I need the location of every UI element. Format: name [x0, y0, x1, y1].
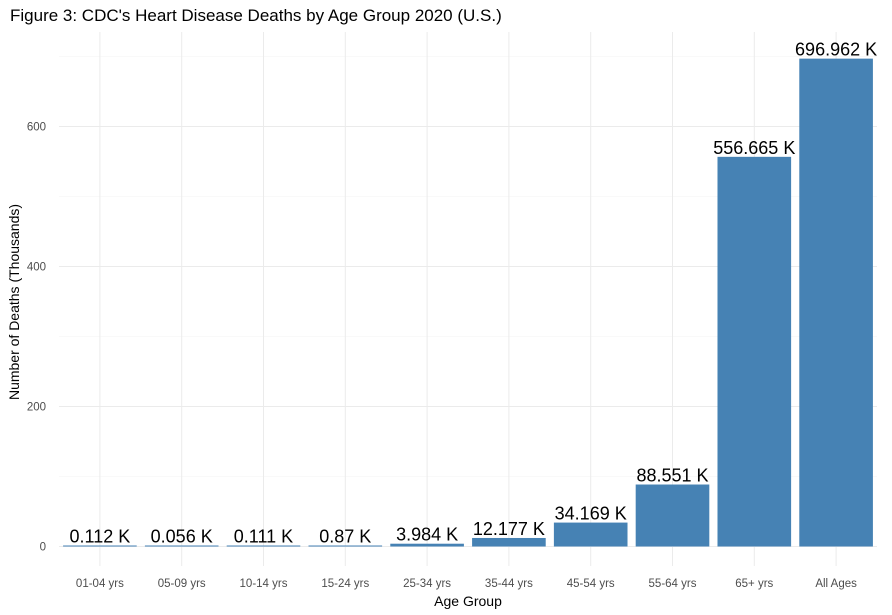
bar	[308, 545, 383, 547]
bar	[799, 58, 873, 547]
bar-data-label: 34.169 K	[555, 504, 627, 524]
bar	[226, 545, 301, 547]
y-tick-label: 0	[40, 542, 46, 554]
x-tick-label: 01-04 yrs	[76, 578, 124, 590]
bar-data-label: 12.177 K	[473, 519, 545, 539]
bar-data-label: 0.111 K	[234, 527, 293, 547]
bar	[63, 545, 137, 547]
data-label-layer: 0.112 K 0.056 K 0.111 K 0.87 K 3.984 K 12.177…	[70, 40, 878, 547]
bar-data-label: 0.056 K	[151, 527, 213, 547]
x-tick-label: 05-09 yrs	[158, 578, 206, 590]
chart-title: Figure 3: CDC's Heart Disease Deaths by …	[10, 6, 502, 25]
bar	[472, 537, 546, 547]
x-tick-label: 25-34 yrs	[403, 578, 451, 590]
y-axis-title: Number of Deaths (Thousands)	[6, 204, 22, 400]
x-tick-label: 65+ yrs	[735, 578, 773, 590]
bar-data-label: 3.984 K	[396, 525, 458, 545]
y-tick-layer: 0 200 400 600	[27, 122, 46, 554]
x-tick-label: 45-54 yrs	[567, 578, 615, 590]
x-tick-label: 10-14 yrs	[240, 578, 288, 590]
bar-data-label: 88.551 K	[636, 466, 708, 486]
x-tick-label: 55-64 yrs	[649, 578, 697, 590]
x-tick-layer: 01-04 yrs 05-09 yrs 10-14 yrs 15-24 yrs 25-3…	[76, 578, 857, 590]
y-tick-label: 600	[27, 122, 46, 134]
x-tick-label: All Ages	[815, 578, 857, 590]
x-tick-label: 35-44 yrs	[485, 578, 533, 590]
bar	[144, 545, 219, 547]
bar	[390, 543, 464, 547]
bar-data-label: 696.962 K	[795, 40, 877, 60]
bar	[553, 522, 628, 547]
bar	[717, 156, 792, 547]
bar-data-label: 0.112 K	[70, 527, 131, 547]
bar	[635, 484, 710, 547]
bar-data-label: 556.665 K	[713, 138, 795, 158]
y-tick-label: 400	[27, 262, 46, 274]
bar-data-label: 0.87 K	[319, 527, 371, 547]
grid-layer	[59, 32, 877, 566]
x-tick-label: 15-24 yrs	[321, 578, 369, 590]
x-axis-title: Age Group	[434, 593, 502, 609]
y-tick-label: 200	[27, 402, 46, 414]
bar-layer	[63, 58, 873, 547]
